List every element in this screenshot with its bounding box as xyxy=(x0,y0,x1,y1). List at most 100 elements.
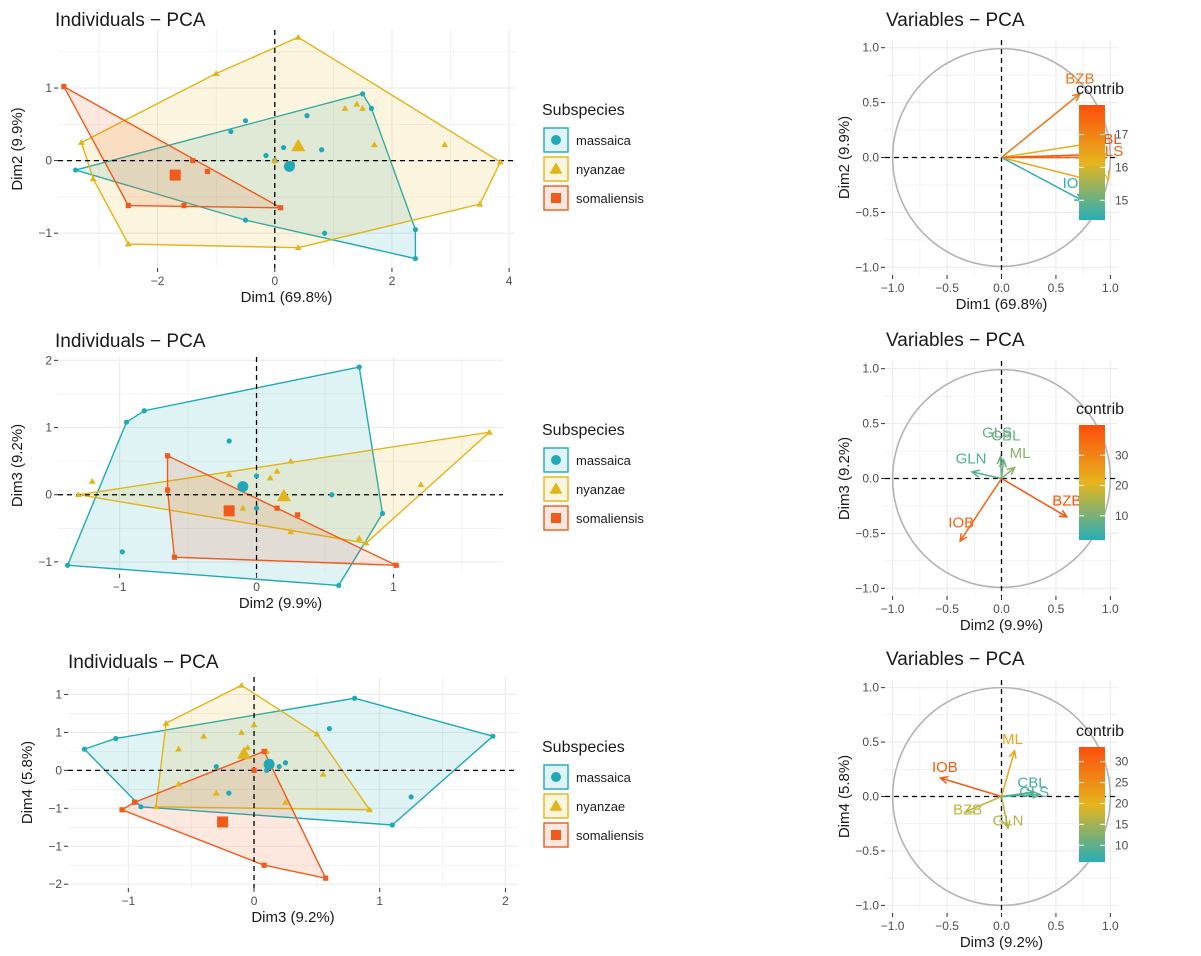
x-tick-label: 1 xyxy=(390,580,397,594)
data-point xyxy=(228,128,234,135)
variable-arrowhead-BZB xyxy=(1071,92,1082,102)
y-tick-label: 1.0 xyxy=(862,362,879,376)
data-point xyxy=(61,83,67,90)
x-tick-label: −0.5 xyxy=(935,602,959,616)
x-tick-label: 0 xyxy=(251,894,258,908)
y-axis-label: Dim2 (9.9%) xyxy=(836,116,853,199)
x-tick-label: 0.5 xyxy=(1048,919,1065,933)
data-point xyxy=(412,226,418,233)
data-point xyxy=(263,152,269,159)
colorbar-tick-label: 25 xyxy=(1115,776,1129,790)
data-point xyxy=(287,528,295,535)
data-point xyxy=(271,157,279,164)
data-point xyxy=(282,760,289,766)
colorbar-tick-label: 20 xyxy=(1115,479,1129,493)
y-tick-label: 1 xyxy=(45,421,52,435)
data-point xyxy=(294,244,302,251)
colorbar-tick-label: 10 xyxy=(1115,509,1129,523)
x-tick-label: −1.0 xyxy=(881,602,905,616)
data-point xyxy=(362,539,370,546)
y-axis-label: Dim3 (9.2%) xyxy=(836,437,853,520)
variable-arrow-GLN xyxy=(1000,796,1009,829)
legend-label-somaliensis: somaliensis xyxy=(576,828,644,843)
data-point xyxy=(75,491,82,498)
variable-arrow-IOB xyxy=(959,478,1003,542)
data-point xyxy=(226,790,232,796)
y-axis-label: Dim2 (9.9%) xyxy=(9,107,26,190)
variable-arrowhead-IOB xyxy=(959,533,968,543)
x-tick-label: 0.0 xyxy=(993,602,1010,616)
data-point xyxy=(152,803,160,810)
group-centroid xyxy=(283,160,295,172)
data-point xyxy=(225,471,233,478)
data-point xyxy=(175,745,182,752)
colorbar-tick-label: 30 xyxy=(1115,755,1129,769)
x-axis-label: Dim1 (69.8%) xyxy=(956,296,1048,313)
data-point xyxy=(276,763,282,770)
group-centroid xyxy=(223,505,235,517)
individuals-panel-1: −2 0 2 4 −1 0 1 Individuals − PCA Dim1 (69.8%) Di… xyxy=(9,10,644,306)
data-point xyxy=(294,33,302,40)
data-point xyxy=(238,681,245,688)
y-tick-label: −1 xyxy=(48,839,62,853)
y-tick-label: −1 xyxy=(48,801,62,815)
colorbar xyxy=(1079,105,1105,220)
data-point xyxy=(141,408,147,414)
y-axis-label: Dim3 (9.2%) xyxy=(9,424,26,507)
legend-title: contrib xyxy=(1076,401,1124,418)
variable-arrowhead-GLN xyxy=(970,469,981,478)
data-point xyxy=(138,804,144,810)
convex-hull-somaliensis xyxy=(62,84,281,209)
x-tick-label: −1 xyxy=(113,580,127,594)
data-point xyxy=(353,100,361,107)
x-axis-label: Dim2 (9.9%) xyxy=(239,595,322,612)
data-point xyxy=(326,726,333,732)
variable-label-CBL: CBL xyxy=(991,428,1020,445)
y-tick-label: 0 xyxy=(55,763,62,777)
convex-hull-nyanzae xyxy=(78,431,492,544)
data-point xyxy=(171,554,177,560)
data-point xyxy=(119,549,125,555)
data-point xyxy=(181,202,187,209)
legend-key-somaliensis xyxy=(543,185,569,211)
data-point xyxy=(273,467,281,474)
data-point xyxy=(323,875,329,881)
data-point xyxy=(212,789,220,796)
colorbar-tick-label: 10 xyxy=(1115,838,1129,852)
group-centroid xyxy=(236,746,252,759)
data-point xyxy=(64,562,71,568)
data-point xyxy=(485,428,493,435)
data-point xyxy=(78,139,85,145)
colorbar-tick-label: 15 xyxy=(1115,817,1129,831)
data-point xyxy=(393,562,399,568)
legend-label-massaica: massaica xyxy=(576,453,632,468)
legend-marker-somaliensis xyxy=(551,513,561,523)
y-tick-label: 1 xyxy=(55,725,62,739)
colorbar-tick-label: 30 xyxy=(1115,448,1129,462)
group-centroid xyxy=(237,481,249,493)
data-point xyxy=(496,158,504,165)
data-point xyxy=(351,695,358,701)
legend-marker-massaica xyxy=(551,455,561,465)
data-point xyxy=(287,457,295,464)
legend-marker-nyanzae xyxy=(549,799,563,811)
data-point xyxy=(164,487,171,493)
data-point xyxy=(417,481,425,488)
data-point xyxy=(319,147,325,153)
data-point xyxy=(336,582,342,589)
data-point xyxy=(242,217,249,223)
variable-arrow-IOB xyxy=(940,777,1002,798)
chart-title: Variables − PCA xyxy=(886,10,1025,31)
legend-title: Subspecies xyxy=(542,102,625,119)
variable-arrow-BZB xyxy=(965,795,1002,813)
variable-label-ML: ML xyxy=(1010,445,1031,462)
x-tick-label: −1.0 xyxy=(881,281,905,295)
x-tick-label: 1 xyxy=(376,894,383,908)
variable-arrow-BZB xyxy=(1001,477,1068,518)
y-tick-label: 1 xyxy=(55,687,62,701)
variable-arrow-ML xyxy=(1001,466,1016,480)
group-centroid xyxy=(291,138,306,152)
variable-arrowhead-GLN xyxy=(1002,820,1011,830)
data-point xyxy=(253,505,260,511)
data-point xyxy=(213,763,219,770)
